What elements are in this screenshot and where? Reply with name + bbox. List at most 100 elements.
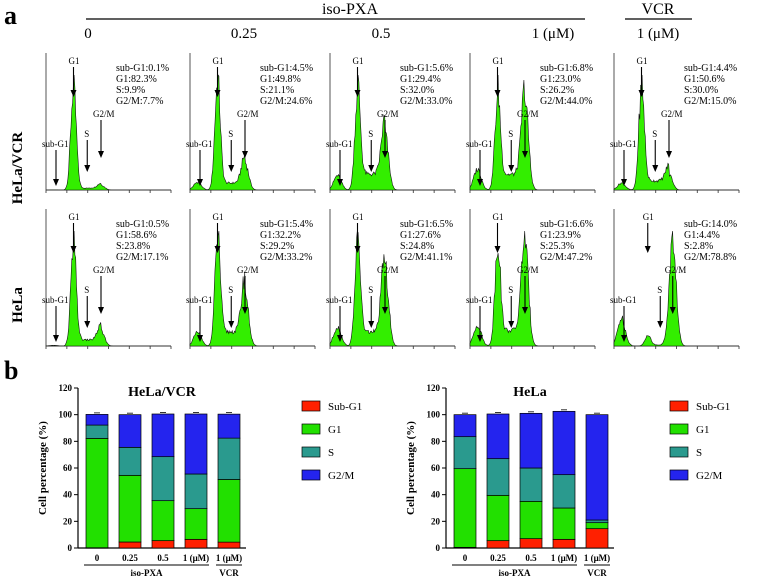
bar-segment-s <box>585 519 609 524</box>
histogram-trace <box>469 74 595 191</box>
subg1-label: sub-G1 <box>42 139 69 149</box>
subg1-label: sub-G1 <box>466 295 493 305</box>
subg1-arrow <box>477 150 483 186</box>
bar-segment-g2m <box>519 412 543 469</box>
legend-label: G2/M <box>696 470 723 482</box>
bar-segment-g2m <box>552 410 576 476</box>
bar-segment-g1 <box>453 468 477 548</box>
g1-arrow <box>494 223 501 253</box>
subg1-arrow <box>337 150 343 186</box>
conc-1: 1 (μM) <box>532 26 575 42</box>
bar-segment-g1 <box>217 479 241 543</box>
panel-b-label: b <box>4 356 18 385</box>
y-tick-label: 40 <box>63 490 73 500</box>
stat-line: S:25.3% <box>540 241 574 252</box>
stat-line: sub-G1:4.5% <box>260 63 313 74</box>
s-arrow <box>657 296 664 328</box>
s-arrow <box>228 296 235 328</box>
subg1-arrow <box>477 306 483 342</box>
histogram-trace <box>189 230 315 347</box>
bar-segment-subg1 <box>217 541 241 549</box>
g1-arrow <box>214 223 221 253</box>
x-tick-label: 1 (μM) <box>183 553 209 563</box>
y-tick-label: 100 <box>427 410 441 420</box>
stat-line: S:26.2% <box>540 85 574 96</box>
bar-chart-title: HeLa <box>513 385 546 400</box>
x-tick-label: 1 (μM) <box>584 553 610 563</box>
stat-line: sub-G1:6.5% <box>400 219 453 230</box>
y-axis-title: Cell percentage (%) <box>37 421 49 515</box>
stat-line: sub-G1:5.4% <box>260 219 313 230</box>
subg1-label: sub-G1 <box>186 295 213 305</box>
x-tick-label: 1 (μM) <box>551 553 577 563</box>
conc-vcr: 1 (μM) <box>637 26 680 42</box>
g2m-arrow <box>382 276 388 314</box>
g2m-arrow <box>522 120 528 158</box>
bar-segment-g1 <box>486 494 510 542</box>
subg1-arrow <box>197 306 203 342</box>
s-arrow <box>652 140 659 172</box>
bar-segment-g2m <box>453 414 477 438</box>
legend-swatch <box>301 446 321 458</box>
y-tick-label: 120 <box>427 383 441 393</box>
subg1-label: sub-G1 <box>610 295 637 305</box>
g1-label: G1 <box>353 56 364 66</box>
stat-line: sub-G1:6.8% <box>540 63 593 74</box>
group-label-iso-pxa: iso-PXA <box>131 568 163 578</box>
legend-label: Sub-G1 <box>696 401 730 413</box>
stat-line: S:2.8% <box>684 241 713 252</box>
bar-segment-g1 <box>184 508 208 540</box>
y-tick-label: 20 <box>63 516 73 526</box>
stat-line: S:32.0% <box>400 85 434 96</box>
subg1-label: sub-G1 <box>466 139 493 149</box>
s-arrow <box>508 140 515 172</box>
bar-segment-subg1 <box>184 538 208 549</box>
subg1-label: sub-G1 <box>610 139 637 149</box>
g2m-arrow <box>522 276 528 314</box>
y-tick-label: 100 <box>59 410 73 420</box>
bar-segment-s <box>552 474 576 509</box>
stat-line: G1:29.4% <box>400 74 441 85</box>
legend-swatch <box>301 469 321 481</box>
row-label-hela: HeLa <box>10 287 26 323</box>
g2m-arrow <box>242 276 248 314</box>
subg1-arrow <box>53 306 59 342</box>
s-label: S <box>368 129 373 139</box>
subg1-arrow <box>53 150 59 186</box>
stat-line: G2/M:7.7% <box>116 96 164 107</box>
histogram-trace <box>469 230 595 347</box>
stat-line: G2/M:15.0% <box>684 96 737 107</box>
subg1-label: sub-G1 <box>186 139 213 149</box>
g2m-arrow <box>382 120 388 158</box>
s-label: S <box>508 285 513 295</box>
g2m-label: G2/M <box>665 265 687 275</box>
subg1-arrow <box>337 306 343 342</box>
g1-arrow <box>638 67 645 97</box>
g2m-label: G2/M <box>93 265 115 275</box>
histogram-trace <box>45 230 171 347</box>
panel-a: a iso-PXA VCR 0 0.25 0.5 1 (μM) 1 (μM) H… <box>4 1 740 349</box>
stat-line: G1:4.4% <box>684 230 720 241</box>
g2m-label: G2/M <box>237 109 259 119</box>
stat-line: G2/M:47.2% <box>540 252 593 263</box>
subg1-label: sub-G1 <box>42 295 69 305</box>
bar-chart-title: HeLa/VCR <box>128 385 197 400</box>
g2m-arrow <box>669 276 676 314</box>
g2m-label: G2/M <box>377 109 399 119</box>
s-label: S <box>652 129 657 139</box>
bar-segment-subg1 <box>585 528 609 549</box>
g1-label: G1 <box>493 56 504 66</box>
y-tick-label: 0 <box>68 543 73 553</box>
g1-arrow <box>494 67 501 97</box>
bar-segment-subg1 <box>486 540 510 549</box>
stat-line: G1:58.6% <box>116 230 157 241</box>
subg1-label: sub-G1 <box>326 295 353 305</box>
g2m-label: G2/M <box>377 265 399 275</box>
histogram-trace <box>189 74 315 191</box>
